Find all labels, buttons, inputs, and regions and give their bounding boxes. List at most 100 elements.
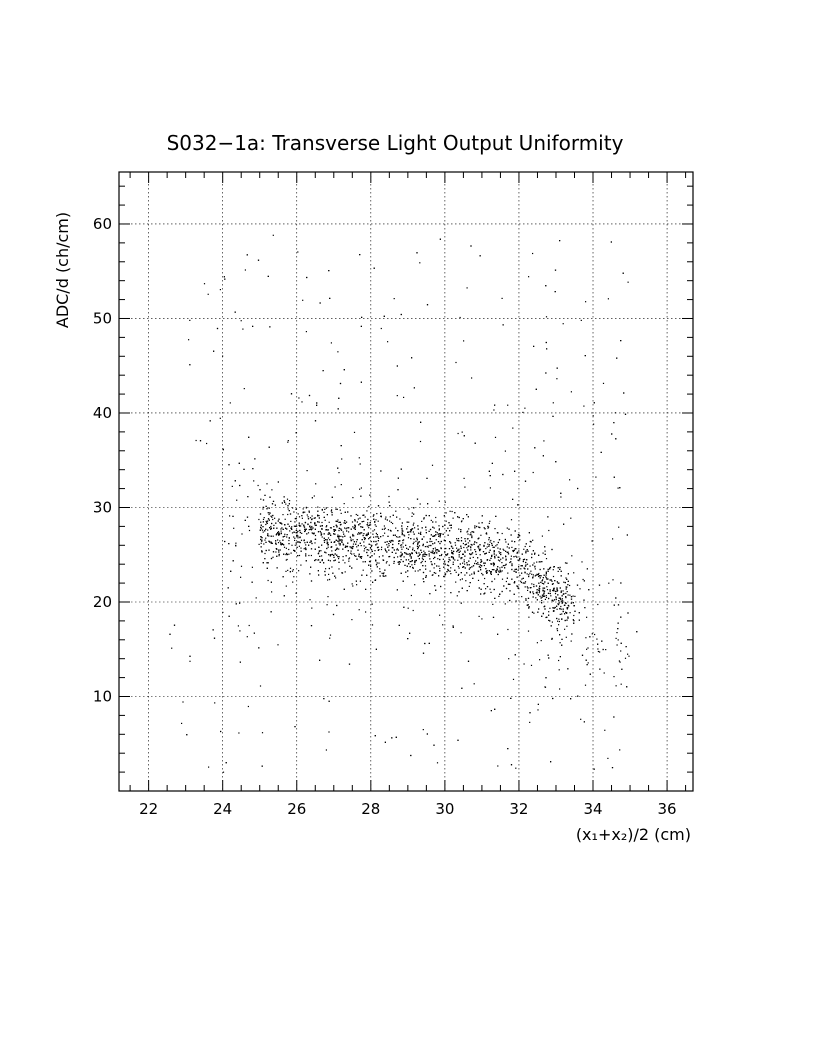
data-point: [400, 551, 402, 553]
data-point: [498, 556, 500, 558]
data-point: [280, 522, 282, 524]
data-point: [464, 540, 467, 542]
data-point: [340, 539, 342, 541]
data-point: [315, 524, 317, 526]
data-point: [283, 553, 285, 555]
data-point: [407, 576, 409, 578]
data-point: [228, 464, 230, 466]
data-point: [373, 536, 375, 538]
data-point: [571, 633, 573, 635]
data-point: [491, 569, 493, 571]
data-point: [456, 538, 458, 540]
data-point: [533, 345, 535, 347]
data-point: [402, 580, 404, 582]
data-point: [467, 542, 469, 544]
data-point: [240, 565, 243, 567]
data-point: [426, 304, 429, 306]
data-point: [507, 748, 509, 750]
data-point: [246, 516, 249, 518]
data-point: [416, 539, 418, 541]
data-point: [370, 541, 372, 543]
data-point: [478, 615, 480, 617]
data-point: [426, 477, 428, 479]
data-point: [549, 607, 551, 609]
data-point: [303, 548, 305, 550]
data-point: [417, 542, 419, 544]
data-point: [426, 554, 428, 556]
data-point: [487, 527, 489, 529]
data-point: [222, 355, 224, 357]
data-point: [310, 580, 313, 582]
data-point: [383, 572, 385, 574]
data-point: [224, 540, 226, 543]
data-point: [380, 512, 382, 514]
data-point: [309, 528, 312, 530]
data-point: [417, 548, 419, 550]
data-point: [334, 553, 336, 555]
data-point: [544, 581, 546, 583]
data-point: [570, 698, 572, 700]
data-point: [339, 524, 342, 526]
data-point: [567, 604, 569, 607]
data-point: [258, 543, 260, 545]
data-point: [318, 521, 320, 523]
data-point: [442, 525, 444, 528]
data-point: [272, 514, 274, 517]
data-point: [482, 574, 484, 576]
data-point: [452, 563, 454, 565]
data-point: [327, 559, 330, 561]
data-point: [566, 578, 568, 580]
data-point: [399, 536, 401, 538]
data-point: [294, 525, 296, 527]
data-point: [527, 589, 529, 591]
data-point: [373, 529, 376, 531]
data-point: [465, 580, 467, 582]
data-point: [560, 600, 562, 602]
data-point: [268, 549, 270, 551]
data-point: [534, 447, 536, 449]
data-point: [442, 624, 444, 626]
data-point: [295, 532, 297, 534]
data-point: [186, 734, 188, 736]
data-point: [295, 517, 297, 520]
data-point: [570, 602, 572, 604]
data-point: [338, 541, 340, 543]
data-point: [372, 530, 374, 532]
data-point: [428, 515, 430, 517]
data-point: [450, 527, 452, 529]
data-point: [522, 582, 524, 584]
data-point: [510, 534, 512, 536]
data-point: [334, 575, 336, 577]
data-point: [270, 515, 272, 517]
data-point: [481, 560, 483, 562]
data-point: [469, 582, 471, 584]
data-point: [288, 525, 290, 527]
data-point: [267, 275, 269, 277]
data-point: [227, 587, 229, 589]
data-point: [578, 612, 580, 614]
data-point: [287, 441, 289, 443]
data-point: [443, 575, 445, 578]
data-point: [407, 570, 409, 572]
data-point: [338, 521, 340, 523]
data-point: [297, 530, 299, 532]
data-point: [528, 575, 530, 578]
data-point: [493, 588, 495, 591]
data-point: [545, 372, 547, 374]
data-point: [554, 593, 557, 595]
data-point: [371, 549, 373, 551]
data-point: [260, 528, 262, 530]
data-point: [423, 518, 425, 520]
data-point: [416, 552, 418, 554]
data-point: [297, 541, 299, 543]
data-point: [597, 603, 599, 606]
data-point: [450, 524, 452, 526]
data-point: [473, 573, 475, 575]
data-point: [543, 594, 545, 596]
data-point: [270, 527, 272, 529]
data-point: [558, 659, 560, 662]
data-point: [524, 480, 527, 482]
data-point: [484, 542, 486, 544]
data-point: [369, 494, 371, 496]
data-point: [460, 547, 462, 549]
